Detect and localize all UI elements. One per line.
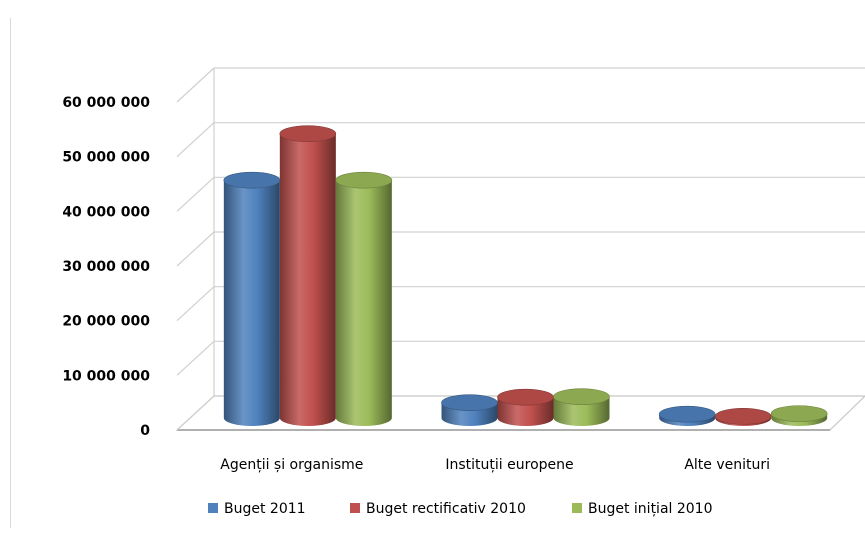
bar <box>441 394 498 426</box>
gridline <box>176 122 865 158</box>
y-tick-label: 60 000 000 <box>62 95 150 111</box>
gridline <box>176 67 865 103</box>
y-tick-label: 20 000 000 <box>62 314 150 330</box>
legend-item: Buget rectificativ 2010 <box>350 501 526 517</box>
x-axis: Agenții și organisme Instituții europene A… <box>220 457 770 473</box>
y-tick-label: 10 000 000 <box>62 368 150 384</box>
legend-label: Buget rectificativ 2010 <box>366 501 526 517</box>
x-tick-label: Alte venituri <box>684 457 770 473</box>
bar <box>714 408 772 426</box>
legend-item: Buget 2011 <box>208 501 306 517</box>
x-tick-label: Instituții europene <box>445 457 573 473</box>
legend-swatch <box>572 503 582 513</box>
legend-item: Buget inițial 2010 <box>572 501 713 517</box>
bar <box>553 388 610 426</box>
bar <box>223 171 281 426</box>
x-tick-label: Agenții și organisme <box>220 457 363 473</box>
legend-swatch <box>350 503 360 513</box>
bar <box>497 388 554 426</box>
y-tick-label: 50 000 000 <box>62 150 150 166</box>
y-tick-label: 0 <box>140 423 150 439</box>
gridline <box>176 395 215 431</box>
bar <box>770 405 828 426</box>
bar <box>658 405 716 426</box>
bar <box>335 171 393 426</box>
y-tick-label: 40 000 000 <box>62 204 150 220</box>
y-axis: 0 10 000 000 20 000 000 30 000 000 40 000 00… <box>62 95 150 439</box>
legend-label: Buget inițial 2010 <box>588 501 713 517</box>
bars <box>223 125 828 426</box>
frame-left-border <box>10 18 11 528</box>
legend-label: Buget 2011 <box>224 501 306 517</box>
y-tick-label: 30 000 000 <box>62 259 150 275</box>
legend: Buget 2011 Buget rectificativ 2010 Buget i… <box>208 501 713 517</box>
legend-swatch <box>208 503 218 513</box>
bar <box>279 125 337 426</box>
